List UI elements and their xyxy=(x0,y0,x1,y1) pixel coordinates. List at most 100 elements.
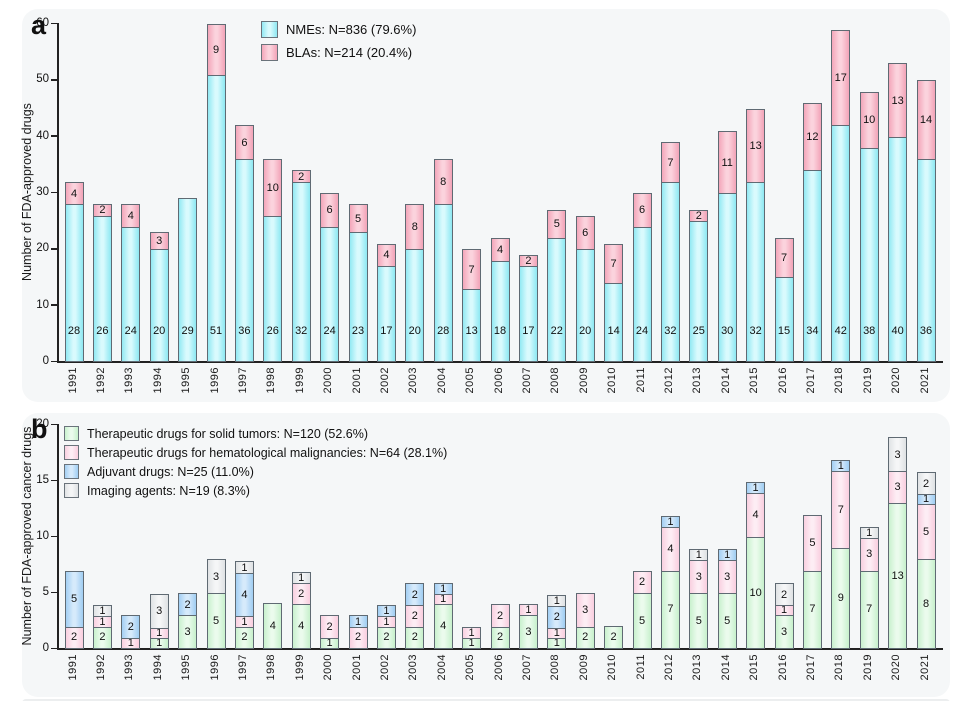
bar-value-label: 1 xyxy=(780,604,788,617)
bar-value-label: 34 xyxy=(806,325,819,337)
bar-value-label: 8 xyxy=(440,176,447,189)
next-figure-edge xyxy=(22,699,950,701)
bar-value-label: 2 xyxy=(610,631,617,644)
legend-item-label: NMEs: N=836 (79.6%) xyxy=(286,22,417,37)
bar-value-label: 23 xyxy=(351,325,365,337)
bar-value-label: 9 xyxy=(212,43,220,56)
bar-segment xyxy=(632,225,652,362)
bar-value-label: 25 xyxy=(692,325,705,337)
bar-segment xyxy=(121,204,141,228)
bar-value-label: 1 xyxy=(326,636,333,649)
bar-value-label: 2 xyxy=(411,609,418,622)
bar-value-label: 17 xyxy=(834,72,847,85)
bar-segment xyxy=(320,193,340,228)
bar-value-label: 5 xyxy=(922,525,930,538)
y-tick-label: 10 xyxy=(36,530,49,542)
bar-segment xyxy=(888,63,908,138)
bar-value-label: 1 xyxy=(354,615,362,628)
bar-segment xyxy=(320,615,340,639)
bar-value-label: 1 xyxy=(383,615,390,628)
x-tick-label: 1999 xyxy=(293,654,306,681)
bar-value-label: 3 xyxy=(866,548,873,561)
bar-segment xyxy=(206,24,226,76)
bar-value-label: 1 xyxy=(922,493,930,506)
x-tick-label: 1994 xyxy=(151,654,164,681)
y-tick-mark xyxy=(51,535,57,538)
bar-segment xyxy=(433,582,453,595)
legend-item-label: Therapeutic drugs for hematological mali… xyxy=(87,445,448,460)
x-tick-label: 2012 xyxy=(662,654,675,681)
legend-item-label: Imaging agents: N=19 (8.3%) xyxy=(87,483,250,498)
solid-tumors-swatch-icon xyxy=(64,426,79,441)
bar-value-label: 1 xyxy=(440,593,447,606)
bar-value-label: 4 xyxy=(241,588,248,601)
x-tick-label: 2000 xyxy=(322,654,335,681)
bar-value-label: 36 xyxy=(238,325,251,337)
bar-segment xyxy=(575,593,595,628)
bar-value-label: 26 xyxy=(96,325,109,337)
bar-segment xyxy=(518,254,538,268)
x-tick-label: 2011 xyxy=(634,367,647,393)
bar-value-label: 2 xyxy=(525,255,532,268)
x-tick-label: 2001 xyxy=(350,367,363,394)
panel-a-plot-area: 0 10 20 30 40 50 60 28 4 1991 26 2 1992 24 4 1993 20 3 199… xyxy=(22,9,950,402)
bar-value-label: 20 xyxy=(153,325,166,337)
bar-value-label: 1 xyxy=(241,561,248,574)
bar-value-label: 2 xyxy=(99,631,106,644)
x-tick-label: 1999 xyxy=(293,367,306,394)
bar-value-label: 2 xyxy=(354,631,362,644)
y-tick-label: 20 xyxy=(36,418,49,430)
x-tick-label: 2004 xyxy=(435,654,448,681)
bar-segment xyxy=(660,515,680,528)
bar-segment xyxy=(263,214,283,362)
bar-segment xyxy=(916,80,936,161)
bar-segment xyxy=(888,437,908,472)
bar-value-label: 1 xyxy=(99,615,106,628)
bar-value-label: 2 xyxy=(780,588,788,601)
x-tick-label: 2006 xyxy=(492,367,505,394)
y-tick-mark xyxy=(51,191,57,194)
x-tick-label: 2006 xyxy=(492,654,505,681)
x-tick-label: 2017 xyxy=(804,367,817,394)
bar-value-label: 5 xyxy=(70,593,78,606)
bar-segment xyxy=(916,471,936,496)
bar-value-label: 14 xyxy=(607,325,620,337)
bar-value-label: 2 xyxy=(695,210,702,223)
bar-value-label: 1 xyxy=(156,626,163,639)
y-tick-mark xyxy=(51,248,57,250)
bar-segment xyxy=(802,102,822,172)
bar-value-label: 13 xyxy=(891,94,904,107)
x-tick-label: 2016 xyxy=(776,367,789,394)
bar-value-label: 1 xyxy=(553,636,560,649)
x-tick-label: 2017 xyxy=(804,654,817,681)
bar-segment xyxy=(263,159,283,217)
bar-segment xyxy=(660,142,680,183)
bar-segment xyxy=(802,514,822,572)
bar-segment xyxy=(831,29,851,127)
bar-segment xyxy=(206,559,226,594)
bar-segment xyxy=(64,203,84,362)
bar-value-label: 3 xyxy=(156,605,163,618)
panel-a-label: a xyxy=(31,10,47,40)
y-axis-line xyxy=(57,23,59,363)
bar-value-label: 13 xyxy=(749,139,762,152)
bar-value-label: 2 xyxy=(496,609,504,622)
legend-item-imaging: Imaging agents: N=19 (8.3%) xyxy=(64,483,447,498)
bar-segment xyxy=(632,570,652,594)
bar-value-label: 14 xyxy=(919,114,933,127)
bar-value-label: 38 xyxy=(863,325,876,337)
x-tick-label: 2005 xyxy=(464,367,477,394)
bar-segment xyxy=(547,209,567,240)
bar-segment xyxy=(575,248,595,362)
bar-segment xyxy=(717,549,737,562)
bar-value-label: 26 xyxy=(266,325,279,337)
bar-value-label: 24 xyxy=(323,325,336,337)
x-tick-label: 1991 xyxy=(66,367,79,394)
bar-value-label: 11 xyxy=(721,156,733,169)
bar-segment xyxy=(490,238,510,262)
x-tick-label: 1995 xyxy=(180,654,193,681)
bar-value-label: 2 xyxy=(383,631,390,644)
x-tick-label: 2016 xyxy=(776,654,789,681)
legend-item-label: BLAs: N=214 (20.4%) xyxy=(286,45,413,60)
bar-segment xyxy=(64,181,84,206)
